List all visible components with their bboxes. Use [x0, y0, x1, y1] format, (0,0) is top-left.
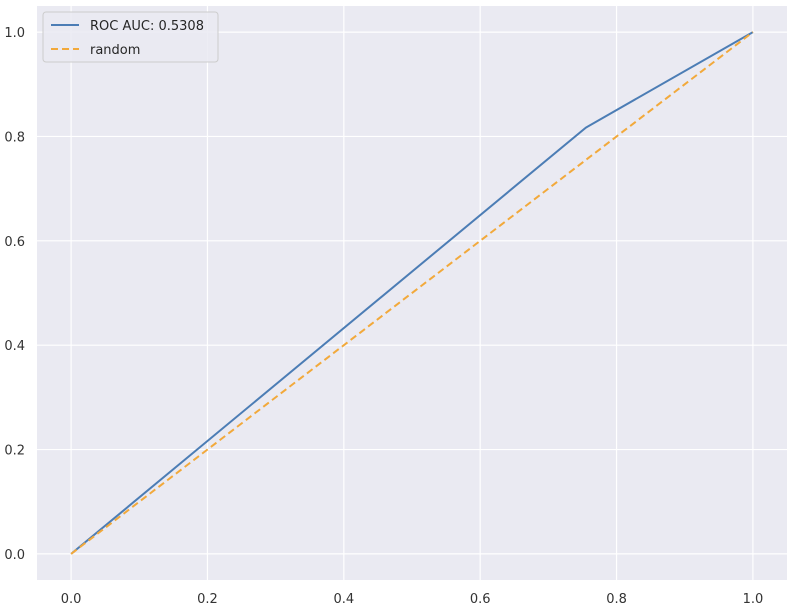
y-tick-label: 0.4	[4, 339, 25, 354]
y-tick-label: 0.6	[4, 235, 25, 250]
grid-lines	[37, 6, 787, 580]
x-tick-label: 0.6	[470, 592, 491, 607]
x-tick-label: 0.2	[197, 592, 218, 607]
x-tick-label: 0.0	[61, 592, 82, 607]
x-tick-label: 0.8	[606, 592, 627, 607]
y-tick-label: 1.0	[4, 26, 25, 41]
legend-box	[42, 11, 219, 63]
y-tick-label: 0.2	[4, 444, 25, 459]
legend: ROC AUC: 0.5308 random	[42, 11, 219, 63]
y-tick-label: 0.0	[4, 548, 25, 563]
y-tick-label: 0.8	[4, 130, 25, 145]
series-lines	[70, 31, 754, 555]
y-axis-ticks: 0.0 0.2 0.4 0.6 0.8 1.0	[4, 26, 25, 563]
series-line-1	[70, 31, 754, 555]
series-line-0	[70, 31, 754, 555]
x-tick-label: 0.4	[333, 592, 354, 607]
x-tick-label: 1.0	[743, 592, 764, 607]
legend-label-1: random	[90, 43, 140, 58]
x-axis-ticks: 0.0 0.2 0.4 0.6 0.8 1.0	[61, 592, 764, 607]
legend-label-0: ROC AUC: 0.5308	[90, 19, 204, 34]
